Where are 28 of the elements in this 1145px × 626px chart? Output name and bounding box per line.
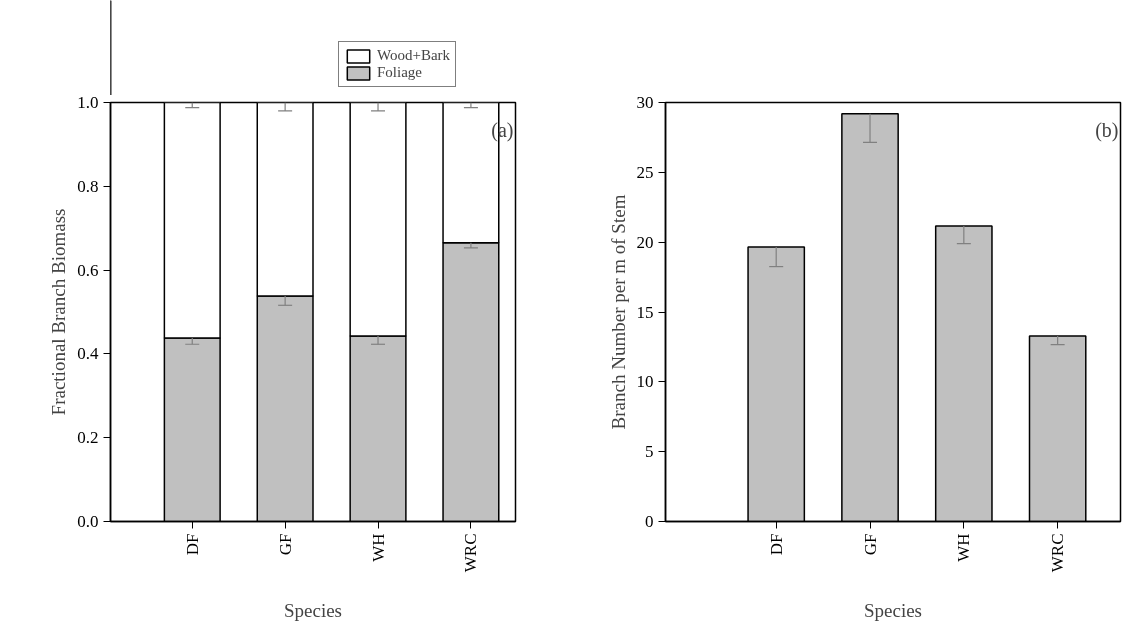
- x-axis-title: Species: [863, 600, 923, 622]
- y-tick-label: 30: [636, 93, 654, 112]
- y-tick-label: 0: [645, 512, 654, 531]
- legend-label: Foliage: [377, 64, 422, 81]
- y-tick-label: 0.8: [77, 176, 99, 196]
- x-tick-label: DF: [182, 533, 202, 556]
- y-axis-title: Fractional Branch Biomass: [48, 208, 70, 416]
- y-tick-label: 15: [636, 302, 654, 322]
- annotation: (b): [1095, 118, 1119, 142]
- legend-label: Wood+Bark: [377, 47, 451, 64]
- y-tick-label: 0.0: [77, 512, 99, 531]
- x-tick-label: WRC: [1048, 533, 1068, 573]
- y-tick-label: 10: [636, 372, 654, 392]
- x-tick-label: WRC: [461, 533, 481, 573]
- x-tick-label: GF: [860, 533, 880, 556]
- y-axis-title: Branch Number per m of Stem: [607, 194, 629, 430]
- y-tick-label: 5: [645, 442, 654, 462]
- x-axis-title: Species: [283, 600, 343, 622]
- x-tick-label: WH: [368, 533, 388, 562]
- x-tick-label: WH: [954, 533, 974, 562]
- y-tick-label: 20: [636, 232, 654, 252]
- x-tick-label: DF: [766, 533, 786, 556]
- y-tick-label: 0.4: [77, 344, 99, 364]
- x-tick-label: GF: [275, 533, 295, 556]
- y-tick-label: 25: [636, 162, 654, 182]
- y-tick-label: 0.2: [77, 428, 99, 448]
- y-tick-label: 1.0: [77, 93, 99, 112]
- y-tick-label: 0.6: [77, 260, 99, 280]
